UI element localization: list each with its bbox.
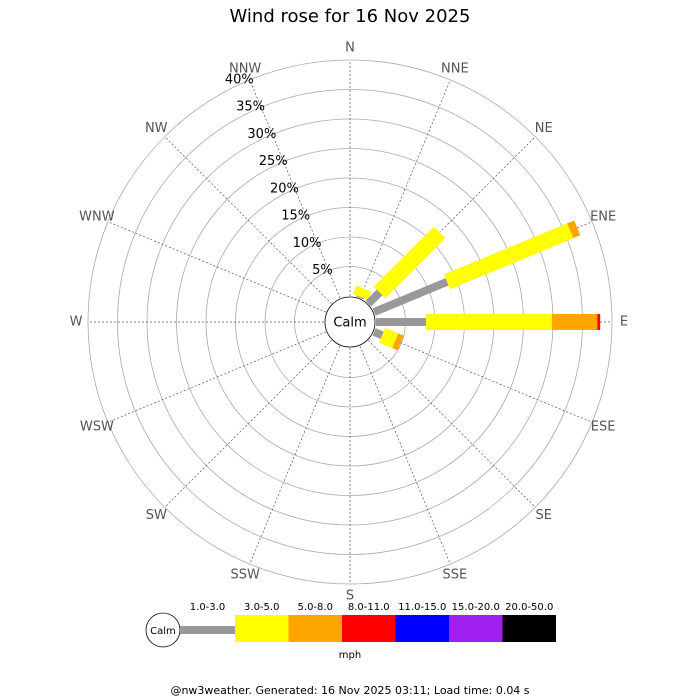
spoke (107, 221, 327, 313)
spoke (373, 331, 593, 423)
direction-label: SSE (442, 568, 467, 583)
unit-label: mph (339, 650, 361, 661)
legend-swatch (395, 615, 449, 642)
spoke (249, 345, 341, 565)
r-tick-label: 35% (236, 100, 265, 115)
direction-label: WNW (79, 210, 115, 225)
legend-label: 20.0-50.0 (505, 602, 553, 613)
spoke (359, 79, 451, 299)
direction-label: NNE (441, 61, 469, 76)
wind-segment (379, 327, 399, 349)
wind-segment (567, 220, 581, 239)
legend-swatch (449, 615, 503, 642)
spoke (359, 345, 451, 565)
wind-segment (365, 289, 383, 307)
spoke (107, 331, 327, 423)
legend-label: 11.0-15.0 (398, 602, 446, 613)
legend-label: 15.0-20.0 (452, 602, 500, 613)
legend-calm-label: Calm (150, 626, 176, 637)
direction-label: WSW (80, 419, 114, 434)
spoke (368, 340, 536, 508)
spoke (249, 79, 341, 299)
wind-segment (356, 295, 365, 300)
direction-label: W (70, 315, 83, 330)
wind-segment (597, 314, 601, 330)
direction-label: ENE (590, 210, 616, 225)
legend-label: 5.0-8.0 (298, 602, 333, 613)
legend-label: 3.0-5.0 (244, 602, 279, 613)
wind-segment (444, 223, 574, 290)
spoke (368, 136, 536, 304)
grid-ring (87, 59, 613, 585)
direction-label: SW (146, 508, 167, 523)
legend-swatch (502, 615, 556, 642)
r-tick-label: 15% (281, 209, 310, 224)
chart-title: Wind rose for 16 Nov 2025 (230, 6, 471, 27)
direction-label: N (345, 41, 355, 56)
wind-segment (551, 314, 598, 330)
r-tick-label: 10% (293, 236, 322, 251)
calm-circle (324, 296, 376, 348)
wind-segment (426, 314, 552, 330)
wind-segment (353, 285, 372, 300)
direction-label: NE (535, 121, 553, 136)
direction-label: SE (536, 508, 552, 523)
wind-segment (372, 278, 449, 316)
calm-label: Calm (333, 316, 366, 331)
r-tick-label: 5% (312, 263, 333, 278)
r-tick-label: 40% (225, 72, 254, 87)
direction-label: E (620, 315, 628, 330)
footer: @nw3weather. Generated: 16 Nov 2025 03:1… (170, 684, 529, 697)
direction-label: NNW (229, 61, 261, 76)
r-tick-label: 25% (259, 154, 288, 169)
wind-segment (372, 328, 384, 340)
r-tick-label: 30% (247, 127, 276, 142)
legend-swatch (288, 615, 342, 642)
wind-segment (376, 318, 427, 326)
r-tick-label: 20% (270, 181, 299, 196)
spoke (164, 136, 332, 304)
legend-swatch (180, 626, 235, 634)
spoke (164, 340, 332, 508)
wind-segment (373, 226, 446, 299)
legend-swatch (342, 615, 396, 642)
legend-swatch (235, 615, 289, 642)
legend-label: 8.0-11.0 (348, 602, 390, 613)
legend-label: 1.0-3.0 (190, 602, 225, 613)
direction-label: S (346, 589, 354, 604)
direction-label: SSW (230, 568, 260, 583)
direction-label: NW (145, 121, 168, 136)
wind-segment (392, 333, 404, 351)
direction-label: ESE (591, 419, 616, 434)
